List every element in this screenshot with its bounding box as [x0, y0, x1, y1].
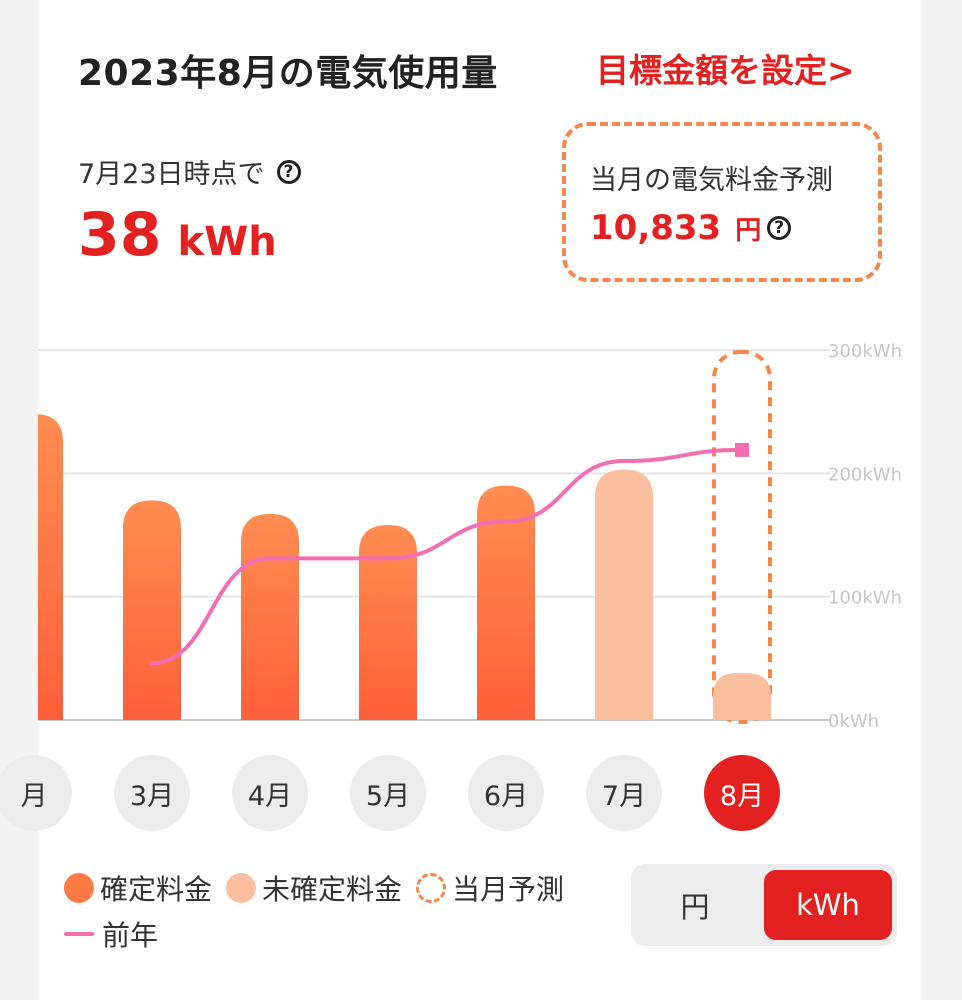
last-year-end-marker [735, 442, 749, 457]
usage-chart: 0kWh 100kWh 200kWh 300kWh [5, 341, 902, 732]
month-button[interactable]: 8月 [704, 755, 780, 831]
month-button[interactable]: 7月 [586, 755, 662, 831]
month-button[interactable]: 月 [0, 755, 72, 831]
bar-group [5, 414, 771, 720]
legend-confirmed: 確定料金 [64, 868, 212, 908]
forecast-label: 当月の電気料金予測 [590, 165, 833, 196]
toggle-yen-button[interactable]: 円 [680, 890, 710, 924]
last-year-line-path [150, 447, 744, 666]
forecast-number: 10,833 [590, 208, 722, 248]
legend-forecast-label: 当月予測 [452, 873, 565, 906]
month-button[interactable]: 5月 [350, 755, 426, 831]
y-tick-label: 200kWh [828, 464, 902, 485]
forecast-month-outline [712, 350, 772, 724]
confirmed-bar[interactable] [477, 485, 535, 720]
usage-number: 38 [78, 200, 162, 270]
as-of-row: 7月23日時点で ? [78, 152, 301, 191]
confirmed-bar[interactable] [5, 414, 63, 720]
toggle-kwh-button[interactable]: kWh [764, 870, 892, 940]
confirmed-bar[interactable] [241, 514, 299, 720]
last-year-swatch [64, 932, 94, 936]
forecast-unit: 円 [735, 215, 762, 246]
month-button[interactable]: 4月 [232, 755, 308, 831]
confirmed-bar[interactable] [359, 525, 417, 720]
legend-forecast: 当月予測 [416, 868, 564, 908]
forecast-box: 当月の電気料金予測 10,833 円 ? [562, 122, 882, 282]
y-tick-label: 0kWh [828, 711, 879, 732]
legend-confirmed-label: 確定料金 [100, 873, 213, 906]
as-of-label: 7月23日時点で [78, 159, 265, 190]
unconfirmed-bar[interactable] [595, 469, 653, 720]
forecast-outline [712, 350, 772, 724]
unconfirmed-swatch [226, 873, 257, 903]
forecast-value: 10,833 円 ? [590, 208, 792, 248]
confirmed-bar[interactable] [123, 500, 181, 720]
page-title: 2023年8月の電気使用量 [78, 53, 498, 94]
forecast-swatch [416, 873, 447, 903]
month-button[interactable]: 3月 [114, 755, 190, 831]
set-target-amount-link[interactable]: 目標金額を設定> [596, 51, 855, 90]
forecast-help-icon[interactable]: ? [767, 216, 792, 240]
y-axis-ticks: 0kWh 100kWh 200kWh 300kWh [828, 341, 902, 732]
y-tick-label: 100kWh [828, 588, 902, 609]
help-icon[interactable]: ? [276, 159, 301, 184]
confirmed-swatch [64, 873, 94, 903]
unconfirmed-bar[interactable] [713, 673, 771, 720]
unit-toggle: 円 kWh [631, 864, 897, 946]
month-button[interactable]: 6月 [468, 755, 544, 831]
legend-unconfirmed: 未確定料金 [226, 868, 402, 908]
legend-last-year-label: 前年 [102, 919, 159, 952]
legend-unconfirmed-label: 未確定料金 [262, 873, 403, 906]
y-tick-label: 300kWh [828, 341, 902, 362]
legend-last-year: 前年 [64, 914, 158, 954]
last-year-line [150, 442, 749, 666]
usage-unit: kWh [177, 219, 277, 265]
legend: 確定料金 未確定料金 当月予測 前年 [64, 868, 578, 954]
usage-value: 38 kWh [78, 200, 277, 270]
